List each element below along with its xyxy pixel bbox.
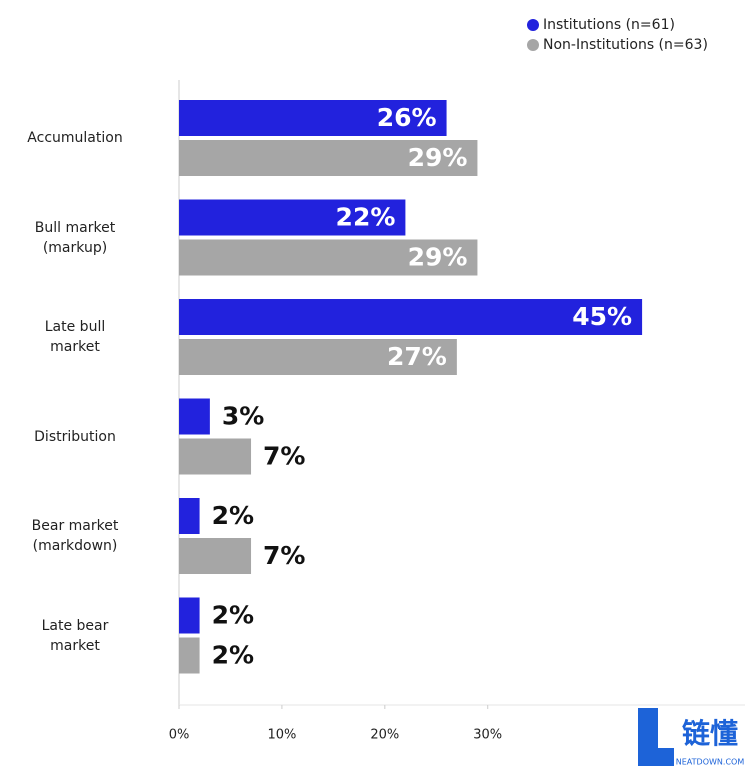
bar	[179, 597, 200, 634]
bar	[179, 100, 447, 136]
bar	[179, 398, 210, 435]
bar	[179, 339, 457, 375]
watermark-logo	[638, 748, 674, 766]
category-label: Late bull market	[44, 319, 106, 355]
x-tick-label: 10%	[267, 728, 296, 743]
category-label: Bull market (markup)	[34, 219, 116, 256]
x-tick-label: 0%	[169, 728, 190, 743]
bar	[179, 438, 252, 475]
value-label: 29%	[408, 243, 468, 272]
value-label: 2%	[212, 601, 254, 630]
bar	[179, 199, 406, 236]
watermark: 链懂	[682, 717, 738, 750]
bar	[179, 140, 478, 176]
value-label: 27%	[387, 342, 447, 371]
legend-label: Institutions (n=61)	[543, 17, 675, 33]
value-label: 2%	[212, 501, 254, 530]
value-label: 26%	[377, 103, 437, 132]
category-label: Distribution	[34, 428, 116, 445]
bar	[179, 239, 478, 276]
bar	[179, 498, 200, 534]
watermark-sub: NEATDOWN.COM	[676, 758, 745, 767]
x-tick-label: 30%	[473, 728, 502, 743]
value-label: 7%	[263, 442, 305, 471]
value-label: 7%	[263, 541, 305, 570]
value-label: 2%	[212, 641, 254, 670]
value-label: 3%	[222, 402, 264, 431]
category-label: Bear market (markdown)	[31, 518, 119, 554]
legend-marker	[527, 39, 539, 51]
value-label: 22%	[336, 203, 396, 232]
value-label: 45%	[572, 302, 632, 331]
category-label: Late bear market	[41, 617, 109, 654]
bar	[179, 299, 643, 335]
legend-marker	[527, 19, 539, 31]
value-label: 29%	[408, 143, 468, 172]
bar	[179, 538, 252, 574]
bar	[179, 637, 200, 674]
x-tick-label: 20%	[370, 728, 399, 743]
legend-label: Non-Institutions (n=63)	[543, 37, 708, 53]
category-label: Accumulation	[27, 130, 123, 146]
